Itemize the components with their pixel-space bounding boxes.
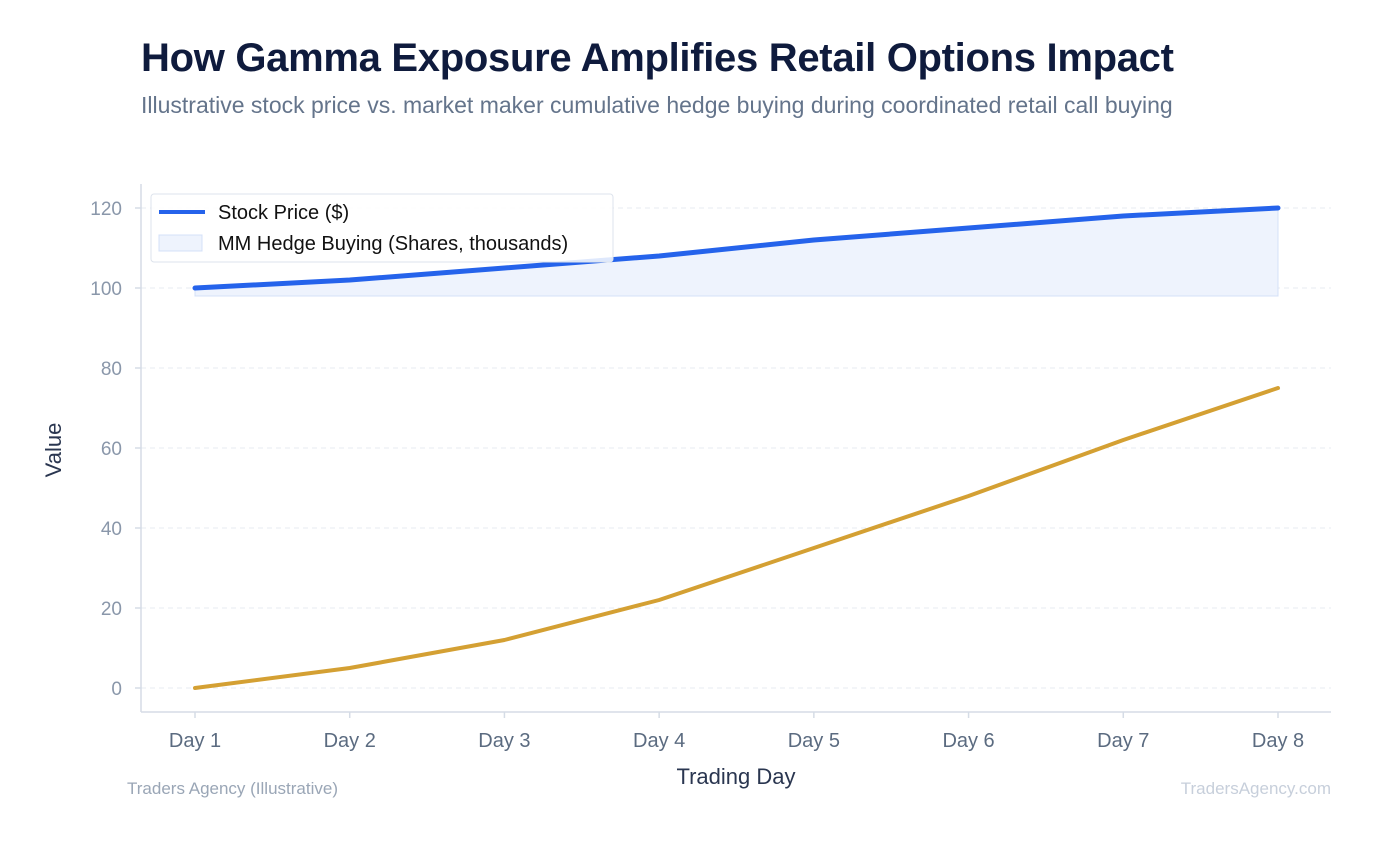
x-tick-label: Day 3: [478, 730, 530, 752]
y-tick-labels: 0 20 40 60 80 100 120: [90, 199, 141, 700]
x-axis-title: Trading Day: [676, 764, 795, 789]
y-tick-label: 0: [111, 679, 122, 700]
legend-box: [150, 193, 614, 263]
x-tick-label: Day 8: [1252, 730, 1304, 752]
x-tick-labels: Day 1 Day 2 Day 3 Day 4 Day 5 Day 6 Day 7 Day 8: [169, 712, 1304, 752]
y-tick-label: 40: [101, 519, 122, 540]
y-tick-label: 120: [90, 199, 122, 220]
y-tick-label: 80: [101, 359, 122, 380]
hedge-buying-line: [193, 386, 1280, 690]
x-tick-label: Day 2: [324, 730, 376, 752]
chart-title: How Gamma Exposure Amplifies Retail Opti…: [141, 36, 1174, 80]
x-tick-label: Day 6: [942, 730, 994, 752]
y-tick-label: 20: [101, 599, 122, 620]
watermark: TradersAgency.com: [1180, 779, 1331, 798]
legend-swatch-hedge-buying: [158, 234, 203, 252]
x-tick-label: Day 7: [1097, 730, 1149, 752]
series-line-layer: [192, 205, 1281, 690]
y-tick-label: 60: [101, 439, 122, 460]
chart-subtitle: Illustrative stock price vs. market make…: [141, 92, 1173, 118]
y-axis-title: Value: [41, 423, 66, 478]
source-credit: Traders Agency (Illustrative): [127, 779, 338, 798]
legend-label-stock-price: Stock Price ($): [218, 202, 349, 224]
x-tick-label: Day 4: [633, 730, 685, 752]
stock-price-line: [192, 205, 1281, 291]
y-tick-label: 100: [90, 279, 122, 300]
x-tick-label: Day 1: [169, 730, 221, 752]
legend-label-hedge-buying: MM Hedge Buying (Shares, thousands): [218, 233, 568, 255]
x-tick-label: Day 5: [788, 730, 840, 752]
legend: Stock Price ($) MM Hedge Buying (Shares,…: [150, 193, 614, 263]
